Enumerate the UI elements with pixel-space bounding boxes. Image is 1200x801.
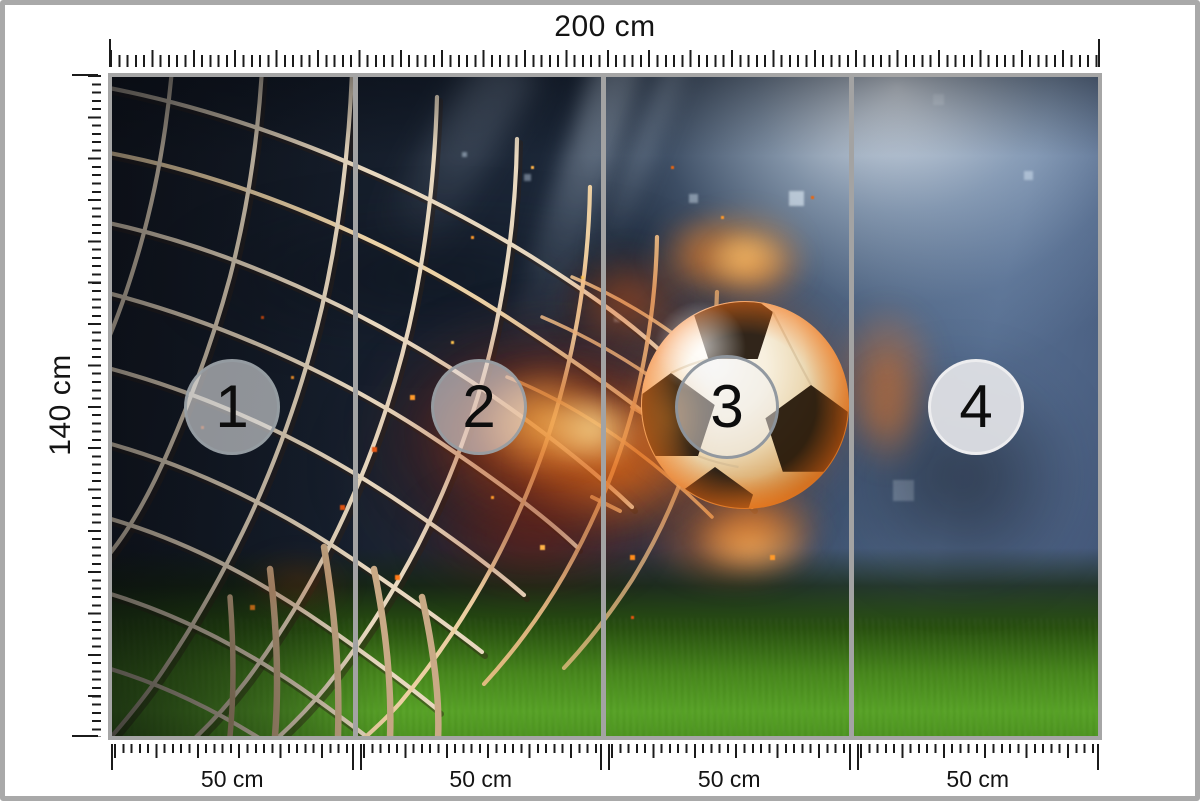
segment-major-ticks: [114, 744, 351, 758]
segment-major-ticks: [611, 744, 848, 758]
mural-photo: 1 2 3 4: [108, 73, 1102, 740]
segment-major-ticks: [859, 744, 1096, 758]
panel-number: 3: [710, 373, 744, 440]
panel-number: 2: [462, 373, 496, 440]
panel-number-badge: 3: [675, 355, 779, 459]
ruler-segment: 50 cm: [357, 744, 606, 796]
panel-divider-1-2: [353, 77, 358, 736]
ruler-segment: 50 cm: [605, 744, 854, 796]
top-ruler-right-end-tick: [1098, 39, 1100, 67]
width-dimension-label: 200 cm: [554, 10, 656, 43]
left-ruler-major-ticks: [88, 75, 101, 737]
segment-end-tick: [856, 744, 859, 770]
left-ruler-top-end-tick: [72, 74, 98, 76]
segment-width-label: 50 cm: [449, 766, 513, 792]
panel-divider-2-3: [601, 77, 606, 736]
panel-number: 4: [959, 373, 993, 440]
segment-major-ticks: [362, 744, 599, 758]
segment-width-label: 50 cm: [697, 766, 761, 792]
segment-end-tick: [600, 744, 602, 770]
panel-divider-3-4: [849, 77, 854, 736]
top-ruler-major-ticks: [110, 50, 1100, 67]
ruler-segment: 50 cm: [854, 744, 1103, 796]
segment-width-label: 50 cm: [200, 766, 264, 792]
segment-width-label: 50 cm: [946, 766, 1010, 792]
ruler-segment: 50 cm: [108, 744, 357, 796]
segment-end-tick: [848, 744, 851, 770]
height-dimension-label: 140 cm: [44, 354, 77, 456]
panel-number-badge: 4: [928, 359, 1024, 455]
panel-number: 1: [215, 373, 249, 440]
segment-end-tick: [111, 744, 113, 770]
panel-width-ruler: 50 cm 50 cm 50 cm 50 cm: [108, 744, 1102, 796]
segment-end-tick: [359, 744, 362, 770]
panel-number-badge: 2: [431, 359, 527, 455]
left-ruler-bottom-end-tick: [72, 735, 98, 737]
top-ruler-left-end-tick: [109, 39, 111, 67]
segment-end-tick: [608, 744, 610, 770]
panel-number-badge: 1: [184, 359, 280, 455]
segment-end-tick: [1097, 744, 1099, 770]
segment-end-tick: [351, 744, 354, 770]
